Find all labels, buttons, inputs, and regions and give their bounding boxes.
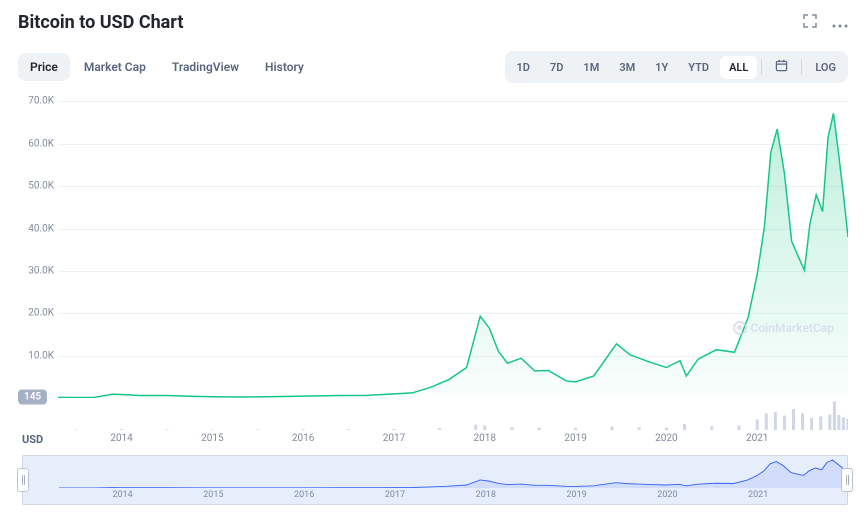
overview-x-tick: 2015 [203, 490, 223, 500]
overview-x-axis: 2014 2015 2016 2017 2018 2019 2020 2021 [59, 490, 847, 502]
header-actions [802, 13, 848, 33]
range-all[interactable]: ALL [720, 56, 757, 79]
overview-chart-svg [59, 458, 847, 488]
calendar-icon[interactable] [766, 54, 797, 80]
time-range-selector: 1D7D1M3M1YYTDALL LOG [505, 51, 849, 83]
current-start-badge: 145 [18, 390, 47, 405]
range-3m[interactable]: 3M [610, 56, 644, 79]
x-tick: 2014 [110, 433, 132, 444]
volume-chart-svg [58, 398, 848, 430]
tab-market-cap[interactable]: Market Cap [72, 53, 158, 81]
scrubber-handle-left[interactable] [17, 468, 29, 492]
chart-header: Bitcoin to USD Chart [18, 12, 848, 33]
overview-x-tick: 2019 [566, 490, 586, 500]
range-ytd[interactable]: YTD [679, 56, 718, 79]
log-toggle[interactable]: LOG [806, 56, 845, 79]
chart-wrap: 70.0K 60.0K 50.0K 40.0K 30.0K 20.0K 10.0K Coin… [18, 93, 848, 513]
range-divider [761, 59, 762, 75]
tab-tradingview[interactable]: TradingView [160, 53, 251, 81]
range-1y[interactable]: 1Y [646, 56, 677, 79]
overview-x-tick: 2020 [657, 490, 677, 500]
watermark-logo-icon [733, 321, 747, 335]
volume-area [58, 398, 848, 430]
overview-x-tick: 2017 [385, 490, 405, 500]
x-axis: 2014 2015 2016 2017 2018 2019 2020 2021 [58, 433, 848, 451]
x-tick: 2016 [292, 433, 314, 444]
fullscreen-icon[interactable] [802, 13, 818, 33]
y-tick: 30.0K [28, 265, 54, 276]
watermark: CoinMarketCap [733, 321, 834, 335]
y-tick: 60.0K [28, 138, 54, 149]
y-tick: 50.0K [28, 181, 54, 192]
chart-type-tabs: PriceMarket CapTradingViewHistory [18, 53, 316, 81]
overview-scrubber[interactable]: 2014 2015 2016 2017 2018 2019 2020 2021 [22, 455, 848, 505]
range-1m[interactable]: 1M [574, 56, 608, 79]
currency-label: USD [22, 433, 43, 446]
y-tick: 20.0K [28, 308, 54, 319]
x-tick: 2019 [564, 433, 586, 444]
y-tick: 40.0K [28, 223, 54, 234]
price-chart-svg [58, 93, 848, 398]
x-tick: 2018 [474, 433, 496, 444]
y-axis: 70.0K 60.0K 50.0K 40.0K 30.0K 20.0K 10.0K [18, 93, 58, 398]
range-1d[interactable]: 1D [508, 56, 539, 79]
overview-x-tick: 2018 [476, 490, 496, 500]
range-divider [801, 59, 802, 75]
main-chart-area[interactable]: CoinMarketCap [58, 93, 848, 398]
scrubber-handle-right[interactable] [841, 468, 853, 492]
tab-price[interactable]: Price [18, 53, 70, 81]
x-tick: 2015 [201, 433, 223, 444]
y-tick: 10.0K [28, 350, 54, 361]
overview-x-tick: 2021 [748, 490, 768, 500]
overview-x-tick: 2016 [294, 490, 314, 500]
y-tick: 70.0K [28, 96, 54, 107]
tab-history[interactable]: History [253, 53, 316, 81]
range-7d[interactable]: 7D [541, 56, 572, 79]
x-tick: 2020 [655, 433, 677, 444]
x-tick: 2021 [746, 433, 768, 444]
x-tick: 2017 [383, 433, 405, 444]
page-title: Bitcoin to USD Chart [18, 12, 183, 33]
chart-controls: PriceMarket CapTradingViewHistory 1D7D1M… [18, 51, 848, 83]
more-icon[interactable] [832, 13, 848, 32]
watermark-text: CoinMarketCap [751, 321, 834, 335]
overview-x-tick: 2014 [112, 490, 132, 500]
